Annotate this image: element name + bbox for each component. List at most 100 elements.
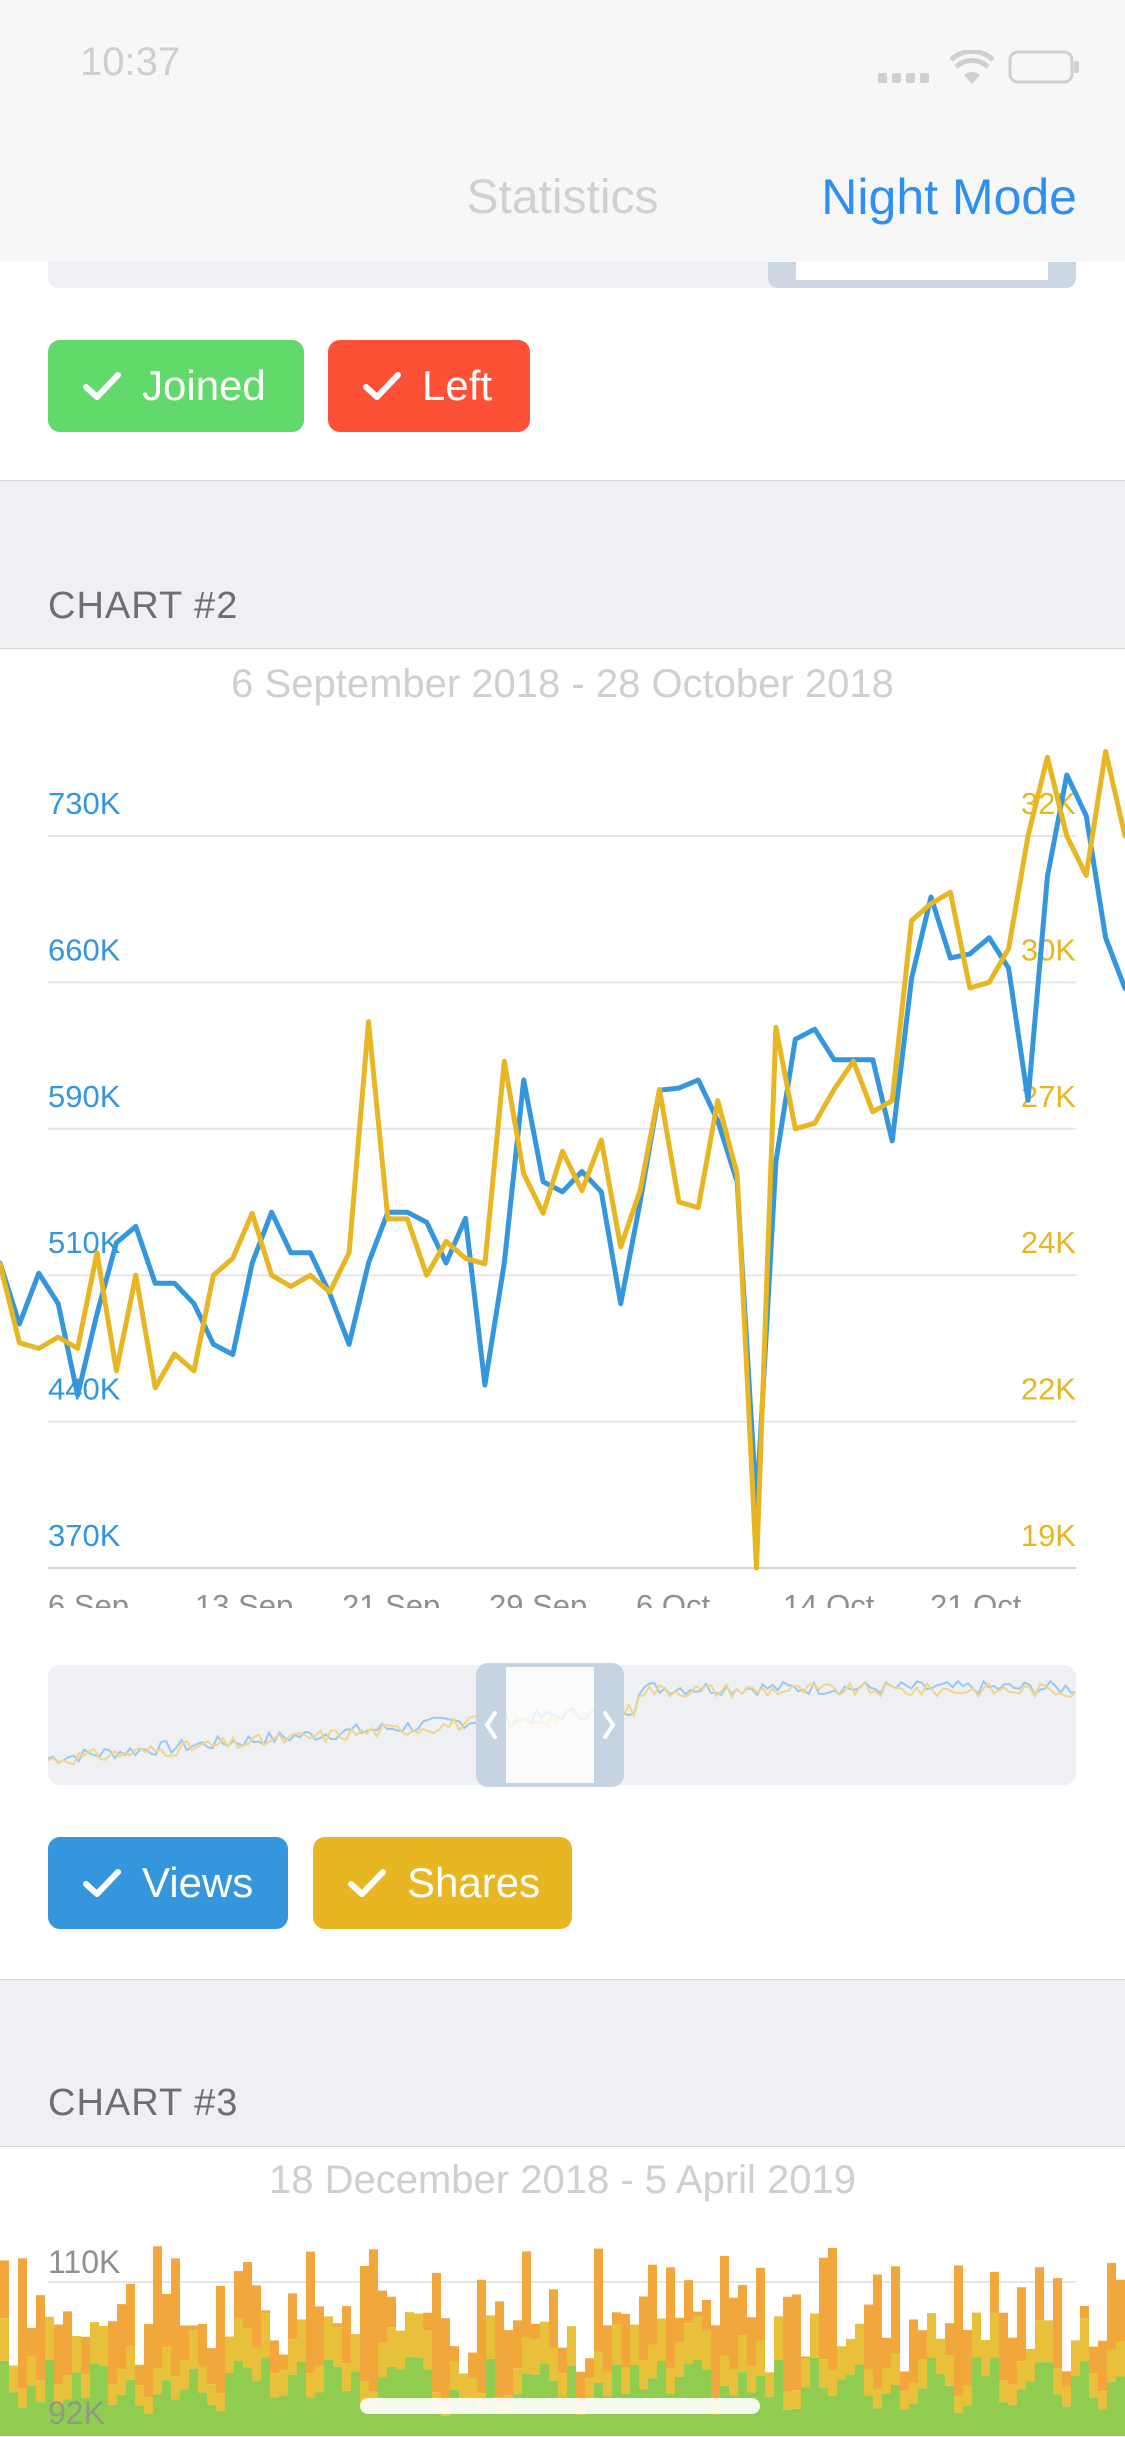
stacked-bar-segment: [1008, 2384, 1017, 2406]
divider: [0, 480, 1125, 481]
joined-toggle[interactable]: Joined: [48, 340, 304, 432]
stacked-bar-segment: [333, 2326, 342, 2367]
stacked-bar-segment: [1107, 2381, 1116, 2436]
views-toggle[interactable]: Views: [48, 1837, 288, 1929]
left-toggle[interactable]: Left: [328, 340, 530, 432]
stacked-bar-segment: [243, 2367, 252, 2436]
stacked-bar-segment: [873, 2389, 882, 2409]
y-right-tick-label: 19K: [1021, 1518, 1076, 1553]
stacked-bar-segment: [1053, 2394, 1062, 2436]
section-header-chart2: CHART #2: [48, 585, 239, 627]
stacked-bar-segment: [891, 2354, 900, 2385]
stacked-bar-segment: [252, 2347, 261, 2381]
stacked-bar-segment: [1008, 2405, 1017, 2436]
stacked-bar-segment: [108, 2321, 117, 2385]
stacked-bar-segment: [927, 2357, 936, 2436]
stacked-bar-segment: [621, 2313, 630, 2368]
stacked-bar-segment: [72, 2335, 81, 2373]
stacked-bar-segment: [801, 2356, 810, 2359]
stacked-bar-segment: [369, 2409, 378, 2436]
battery-icon: [1008, 50, 1080, 89]
stacked-bar-segment: [594, 2248, 603, 2352]
stacked-bar-segment: [306, 2397, 315, 2436]
stacked-bar-segment: [936, 2338, 945, 2375]
stacked-bar-segment: [621, 2367, 630, 2394]
stacked-bar-segment: [1116, 2279, 1125, 2342]
stacked-bar-segment: [81, 2397, 90, 2436]
preview-left-handle[interactable]: [476, 1663, 506, 1787]
stacked-bar-segment: [864, 2369, 873, 2396]
stacked-bar-segment: [333, 2323, 342, 2327]
stacked-bar-segment: [171, 2376, 180, 2400]
stacked-bar-segment: [900, 2371, 909, 2391]
stacked-bar-segment: [378, 2342, 387, 2378]
stacked-bar-segment: [414, 2313, 423, 2358]
stacked-bar-segment: [900, 2409, 909, 2436]
y-left-tick-label: 370K: [48, 1518, 121, 1553]
stacked-bar-segment: [549, 2289, 558, 2348]
stacked-bar-segment: [441, 2318, 450, 2401]
stacked-bar-segment: [639, 2296, 648, 2361]
stacked-bar-segment: [342, 2390, 351, 2436]
preview-window[interactable]: [476, 1663, 624, 1787]
preview-selected-area: [506, 1665, 594, 1785]
stacked-bar-segment: [819, 2388, 828, 2436]
stacked-bar-segment: [162, 2293, 171, 2348]
stacked-bar-segment: [711, 2325, 720, 2399]
stacked-bar-segment: [774, 2316, 783, 2360]
stacked-bar-segment: [180, 2360, 189, 2390]
stacked-bar-segment: [738, 2335, 747, 2373]
chart2-preview-strip[interactable]: [48, 1665, 1076, 1785]
stacked-bar-segment: [27, 2327, 36, 2356]
stacked-bar-segment: [45, 2359, 54, 2436]
stacked-bar-segment: [414, 2357, 423, 2436]
night-mode-button[interactable]: Night Mode: [821, 169, 1077, 225]
stacked-bar-segment: [945, 2385, 954, 2436]
home-indicator: [360, 2398, 760, 2414]
stacked-bar-segment: [360, 2403, 369, 2436]
stacked-bar-segment: [801, 2358, 810, 2388]
stacked-bar-segment: [585, 2358, 594, 2379]
stacked-bar-segment: [423, 2312, 432, 2331]
stacked-bar-segment: [981, 2339, 990, 2376]
stacked-bar-segment: [54, 2384, 63, 2406]
stacked-bar-segment: [945, 2323, 954, 2356]
stacked-bar-segment: [207, 2384, 216, 2405]
stacked-bar-segment: [90, 2322, 99, 2364]
chart1-preview-window[interactable]: [768, 262, 1076, 288]
stacked-bar-segment: [522, 2251, 531, 2338]
stacked-bar-segment: [423, 2330, 432, 2370]
stacked-bar-segment: [1044, 2362, 1053, 2436]
stacked-bar-segment: [162, 2380, 171, 2436]
stacked-bar-segment: [1098, 2340, 1107, 2392]
preview-right-handle[interactable]: [594, 1663, 624, 1787]
stacked-bar-segment: [234, 2318, 243, 2361]
stacked-bar-segment: [855, 2323, 864, 2365]
stacked-bar-segment: [171, 2399, 180, 2436]
stacked-bar-segment: [54, 2405, 63, 2436]
stacked-bar-segment: [972, 2357, 981, 2436]
stacked-bar-segment: [369, 2249, 378, 2392]
stacked-bar-segment: [117, 2394, 126, 2436]
stacked-bar-segment: [432, 2272, 441, 2393]
stacked-bar-segment: [198, 2323, 207, 2366]
stacked-bar-segment: [594, 2351, 603, 2383]
stacked-bar-segment: [504, 2330, 513, 2396]
shares-toggle[interactable]: Shares: [313, 1837, 572, 1929]
checkmark-icon: [337, 1868, 397, 1898]
stacked-bar-segment: [432, 2410, 441, 2436]
stacked-bar-segment: [639, 2360, 648, 2390]
chart-date-range: 6 September 2018 - 28 October 2018: [231, 662, 894, 706]
y-left-tick-label: 730K: [48, 786, 121, 821]
stacked-bar-segment: [117, 2369, 126, 2395]
stacked-bar-segment: [909, 2403, 918, 2436]
y-left-tick-label: 590K: [48, 1079, 121, 1114]
stacked-bar-segment: [990, 2271, 999, 2313]
stacked-bar-segment: [459, 2397, 468, 2436]
stacked-bar-segment: [828, 2395, 837, 2436]
stacked-bar-segment: [0, 2360, 9, 2436]
stacked-bar-segment: [126, 2283, 135, 2347]
stacked-bar-segment: [558, 2397, 567, 2436]
x-tick-label: 21 Oct: [930, 1588, 1022, 1608]
stacked-bar-segment: [693, 2359, 702, 2436]
